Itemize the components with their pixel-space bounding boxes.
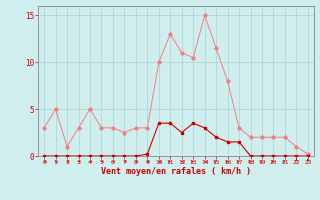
X-axis label: Vent moyen/en rafales ( km/h ): Vent moyen/en rafales ( km/h ) <box>101 167 251 176</box>
